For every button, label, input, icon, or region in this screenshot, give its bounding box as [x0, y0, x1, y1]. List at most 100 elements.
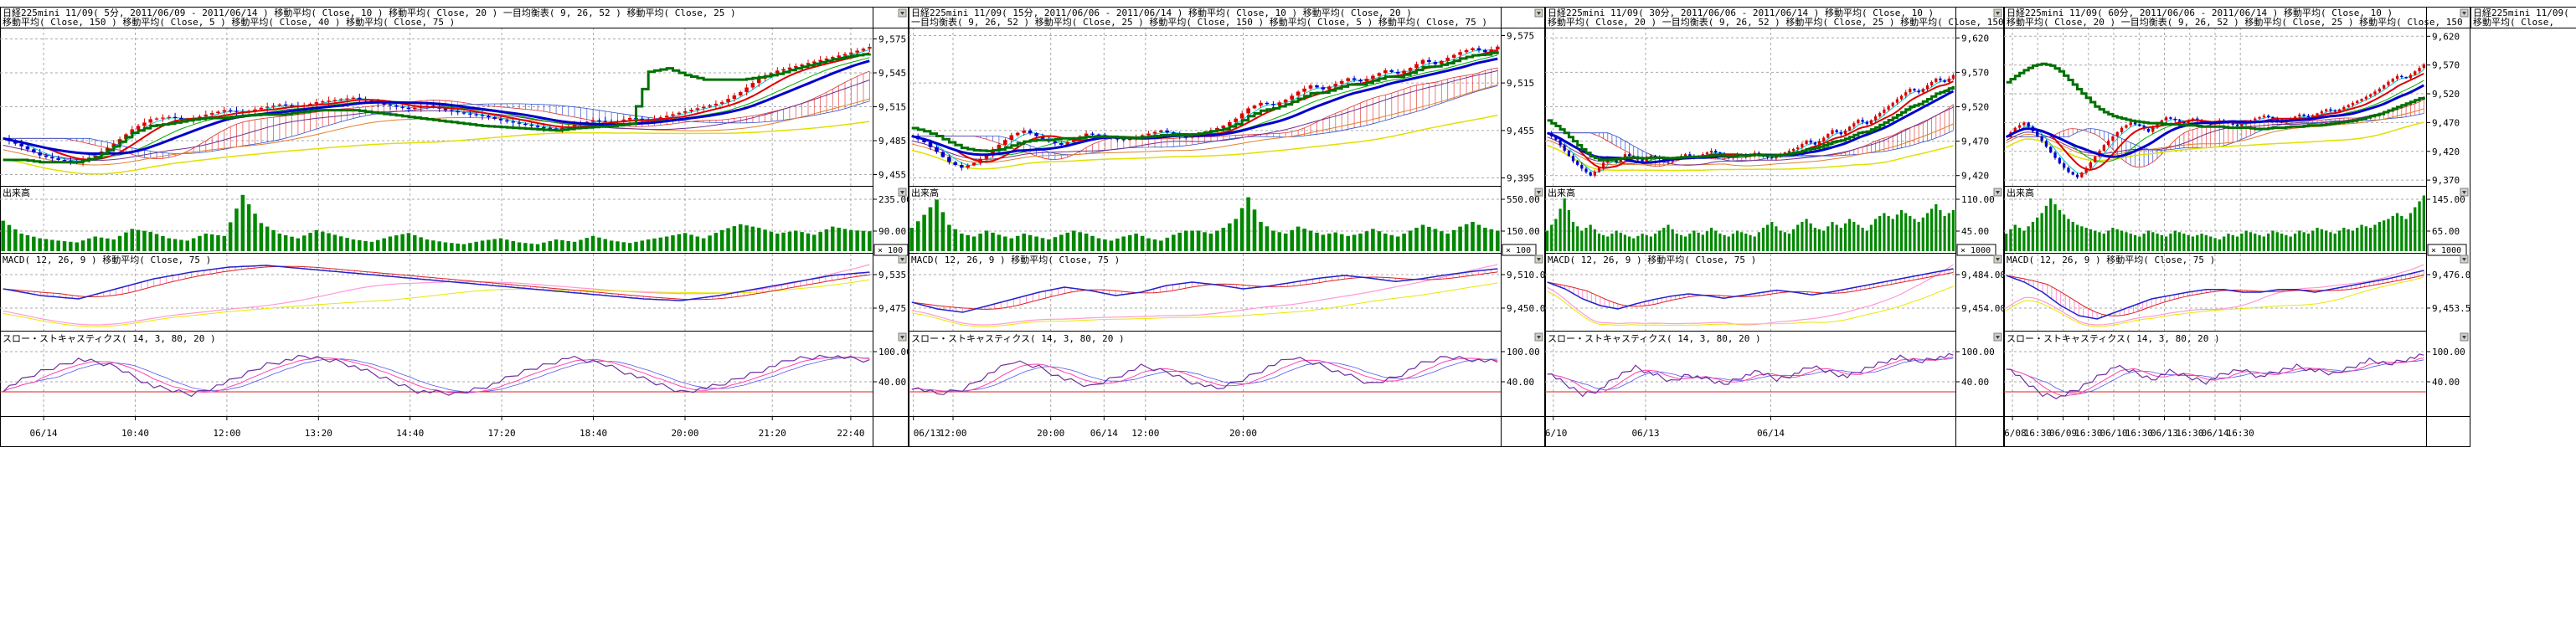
zone-scroll-button[interactable] — [2460, 188, 2469, 197]
volume-axis-label: 150.00 — [1507, 226, 1540, 237]
stoch-zone-label: スロー・ストキャスティクス( 14, 3, 80, 20 ) — [1548, 333, 1761, 344]
macd-axis-label: 9,450.00 — [1507, 303, 1545, 314]
stoch-axis-label: 40.00 — [1507, 377, 1534, 388]
macd-zone — [2006, 264, 2424, 327]
time-axis-label: 21:20 — [759, 428, 786, 439]
chart-svg-60min: 日経225mini 11/09( 60分, 2011/06/06 - 2011/… — [1999, 0, 2476, 448]
zone-scroll-button[interactable] — [1993, 188, 2002, 197]
zone-scroll-button[interactable] — [1993, 255, 2002, 264]
macd-axis-label: 9,535.00 — [878, 270, 909, 280]
chart-panel-5min: 日経225mini 11/09( 5分, 2011/06/09 - 2011/0… — [0, 0, 923, 448]
time-axis-label: 16:30 — [2227, 428, 2254, 439]
time-axis-label: 16:30 — [2074, 428, 2102, 439]
stochastics-zone — [1545, 352, 1955, 398]
volume-zone-label: 出来高 — [2007, 187, 2034, 198]
stoch-axis-label: 40.00 — [878, 377, 906, 388]
volume-axis-label: 65.00 — [2432, 226, 2460, 237]
price-zone — [911, 44, 1500, 171]
zone-scroll-button[interactable] — [898, 8, 907, 18]
price-axis-label: 9,575 — [878, 34, 906, 45]
stoch-zone-label: スロー・ストキャスティクス( 14, 3, 80, 20 ) — [2007, 333, 2220, 344]
panel-title: 日経225mini 11/09( 15分, 2011/06/06 - 2011/… — [911, 7, 1412, 18]
time-axis-label: 06/10 — [2099, 428, 2127, 439]
price-zone — [3, 43, 872, 175]
volume-unit-box — [1956, 244, 1996, 256]
time-axis-label: 20:00 — [1037, 428, 1064, 439]
price-axis-label: 9,620 — [1961, 33, 1989, 44]
chart-svg-30min: 日経225mini 11/09( 30分, 2011/06/06 - 2011/… — [1539, 0, 2015, 448]
macd-axis-label: 9,453.50 — [2432, 303, 2470, 314]
volume-axis-label: 145.00 — [2432, 194, 2465, 205]
price-axis-label: 9,395 — [1507, 173, 1534, 184]
zone-scroll-button[interactable] — [1993, 332, 2002, 342]
zone-scroll-button[interactable] — [898, 188, 907, 197]
time-axis-label: 06/13 — [2151, 428, 2178, 439]
volume-axis-label: 110.00 — [1961, 194, 1995, 205]
price-axis-label: 9,420 — [1961, 171, 1989, 182]
panel-title: 日経225mini 11/09( 5分, 2011/06/09 - 2011/0… — [3, 7, 736, 18]
zone-scroll-button[interactable] — [898, 255, 907, 264]
macd-axis-label: 9,510.00 — [1507, 270, 1545, 280]
time-axis-label: 17:20 — [488, 428, 516, 439]
zone-scroll-button[interactable] — [1534, 8, 1543, 18]
volume-series — [1, 194, 872, 251]
price-axis-label: 9,485 — [878, 136, 906, 147]
time-axis-label: 16:30 — [2024, 428, 2052, 439]
time-axis-label: 06/10 — [1545, 428, 1567, 439]
volume-zone-label: 出来高 — [911, 187, 939, 198]
zone-scroll-button[interactable] — [2460, 332, 2469, 342]
price-axis-label: 9,470 — [2432, 117, 2460, 128]
time-axis-label: 06/14 — [30, 428, 58, 439]
volume-axis-label: 550.00 — [1507, 194, 1540, 205]
price-axis-label: 9,455 — [1507, 126, 1534, 136]
zone-scroll-button[interactable] — [898, 332, 907, 342]
stochastics-zone — [0, 354, 873, 398]
volume-unit-label: × 100 — [1506, 246, 1531, 255]
time-axis-label: 06/13 — [914, 428, 941, 439]
price-axis-label: 9,455 — [878, 170, 906, 181]
macd-zone — [911, 264, 1498, 327]
zone-scroll-button[interactable] — [1534, 255, 1543, 264]
stoch-axis-label: 100.00 — [878, 347, 909, 358]
zone-scroll-button[interactable] — [1534, 188, 1543, 197]
stoch-axis-label: 40.00 — [1961, 377, 1989, 388]
volume-zone-label: 出来高 — [1548, 187, 1575, 198]
time-axis-label: 06/08 — [2004, 428, 2027, 439]
macd-axis-label: 9,475.00 — [878, 303, 909, 314]
volume-unit-label: × 1000 — [2431, 246, 2461, 255]
chart-panel-30min: 日経225mini 11/09( 30分, 2011/06/06 - 2011/… — [1539, 0, 2015, 448]
stoch-axis-label: 100.00 — [2432, 347, 2465, 358]
time-axis-label: 14:40 — [396, 428, 424, 439]
time-axis-label: 12:00 — [1131, 428, 1159, 439]
price-zone — [1547, 73, 1955, 178]
price-axis-label: 9,520 — [1961, 102, 1989, 113]
time-axis-label: 22:40 — [837, 428, 864, 439]
volume-unit-box — [2427, 244, 2467, 256]
price-axis-label: 9,370 — [2432, 175, 2460, 186]
time-axis-label: 06/09 — [2049, 428, 2077, 439]
volume-axis-label: 90.00 — [878, 226, 906, 237]
stoch-zone-label: スロー・ストキャスティクス( 14, 3, 80, 20 ) — [911, 333, 1125, 344]
chart-svg-5min: 日経225mini 11/09( 5分, 2011/06/09 - 2011/0… — [0, 0, 923, 448]
panel-title: 日経225mini 11/09( 60分, 2011/06/06 - 2011/… — [2007, 7, 2393, 18]
zone-scroll-button[interactable] — [1534, 332, 1543, 342]
chart-svg-15min: 日経225mini 11/09( 15分, 2011/06/06 - 2011/… — [909, 0, 1551, 448]
time-axis-label: 16:30 — [2176, 428, 2203, 439]
price-axis-label: 9,515 — [1507, 78, 1534, 89]
stoch-axis-label: 40.00 — [2432, 377, 2460, 388]
zone-scroll-button[interactable] — [2460, 255, 2469, 264]
price-axis-label: 9,570 — [1961, 67, 1989, 78]
macd-zone-label: MACD( 12, 26, 9 ) 移動平均( Close, 75 ) — [3, 254, 211, 265]
price-zone — [2005, 62, 2425, 179]
zone-scroll-button[interactable] — [2460, 8, 2469, 18]
stochastics-zone — [2004, 353, 2426, 400]
panel-indicators: 移動平均( Close, 150 ) 移動平均( Close, 5 ) 移動平均… — [3, 16, 455, 28]
chart-panel-15min: 日経225mini 11/09( 15分, 2011/06/06 - 2011/… — [909, 0, 1551, 448]
zone-scroll-button[interactable] — [1993, 8, 2002, 18]
time-axis-label: 16:30 — [2125, 428, 2153, 439]
time-axis-label: 12:00 — [213, 428, 240, 439]
chart-panel-partial: 日経225mini 11/09(移動平均( Close, — [2470, 0, 2576, 448]
macd-axis-label: 9,484.00 — [1961, 270, 2004, 280]
volume-axis-label: 45.00 — [1961, 226, 1989, 237]
price-axis-label: 9,575 — [1507, 31, 1534, 42]
